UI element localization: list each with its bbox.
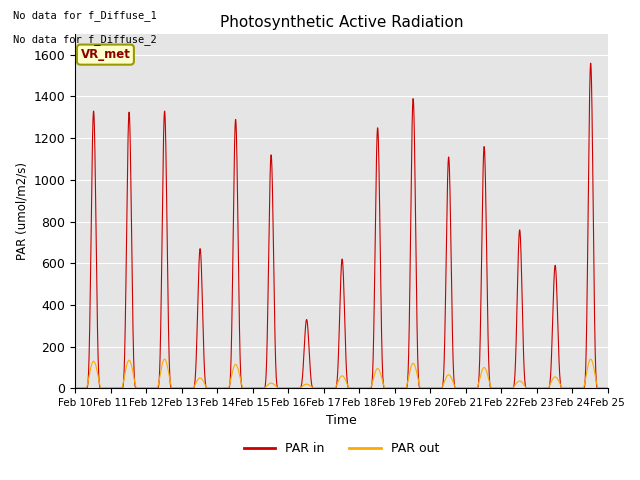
Title: Photosynthetic Active Radiation: Photosynthetic Active Radiation: [220, 15, 463, 30]
Legend: PAR in, PAR out: PAR in, PAR out: [239, 437, 444, 460]
X-axis label: Time: Time: [326, 414, 356, 427]
Text: No data for f_Diffuse_1: No data for f_Diffuse_1: [13, 10, 157, 21]
Y-axis label: PAR (umol/m2/s): PAR (umol/m2/s): [15, 162, 28, 260]
Text: VR_met: VR_met: [81, 48, 131, 61]
Text: No data for f_Diffuse_2: No data for f_Diffuse_2: [13, 34, 157, 45]
